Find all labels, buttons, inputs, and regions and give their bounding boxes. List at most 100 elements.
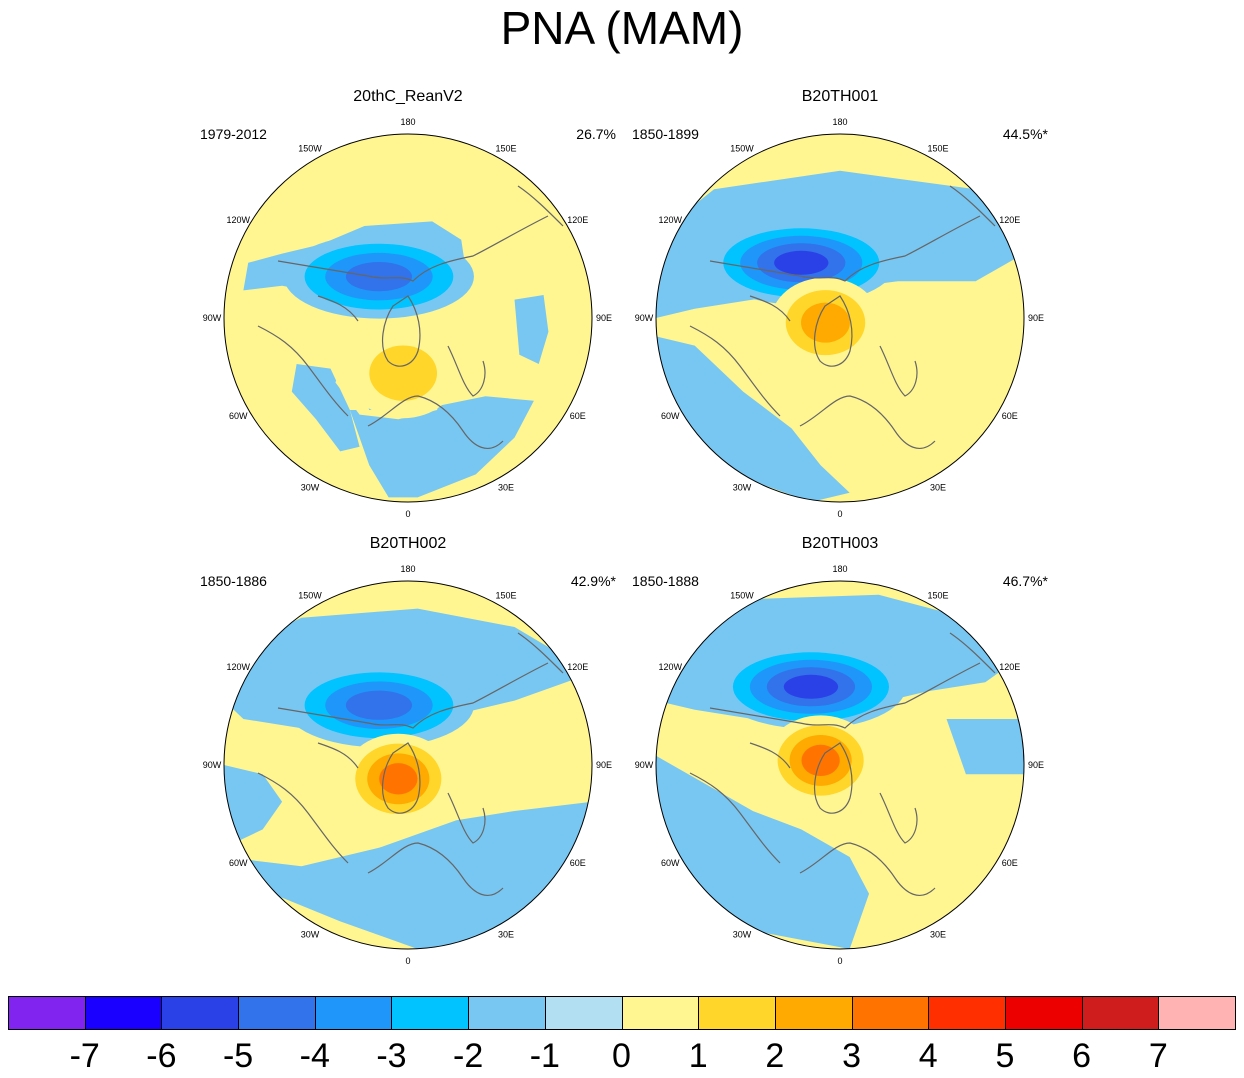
coastline	[277, 662, 549, 729]
contour-level	[379, 763, 418, 795]
panel-b20th003: B20TH003 1850-1888 46.7%* 180 150E 120E 90E…	[632, 535, 1048, 966]
panel-period: 1979-2012	[200, 126, 267, 142]
coastline	[949, 632, 996, 674]
polar-map: 180 150E 120E 90E 60E 30E 0 30W 60W 90W 120W 150W	[203, 117, 612, 519]
panel-variance: 26.7%	[576, 126, 616, 142]
contour-level	[801, 302, 850, 343]
map-border	[223, 133, 593, 503]
longitude-label: 60W	[229, 411, 248, 421]
main-title: PNA (MAM)	[500, 2, 744, 54]
coastline	[709, 662, 981, 729]
colorbar-tick-label: 4	[918, 1037, 938, 1075]
longitude-label: 120E	[999, 662, 1020, 672]
longitude-label: 150W	[298, 143, 322, 153]
colorbar-tick-label: 2	[765, 1037, 785, 1075]
colorbar-tick-label: 1	[688, 1037, 708, 1075]
longitude-label: 30E	[930, 483, 946, 493]
longitude-label: 120E	[567, 662, 588, 672]
polar-map: 180 150E 120E 90E 60E 30E 0 30W 60W 90W 120W 150W	[635, 564, 1044, 966]
polar-map: 180 150E 120E 90E 60E 30E 0 30W 60W 90W 120W 150W	[635, 117, 1044, 519]
colorbar	[8, 996, 1236, 1032]
longitude-label: 60E	[570, 411, 586, 421]
panel-title: 20thC_ReanV2	[353, 88, 463, 105]
panel-period: 1850-1888	[632, 573, 699, 589]
anomaly-region	[514, 295, 549, 364]
coastline	[257, 772, 349, 864]
longitude-label: 90W	[635, 313, 654, 323]
longitude-label: 60E	[570, 858, 586, 868]
coastline	[709, 215, 981, 282]
longitude-label: 60E	[1002, 858, 1018, 868]
contour-level	[783, 674, 839, 699]
longitude-label: 150E	[495, 143, 516, 153]
panel-b20th001: B20TH001 1850-1899 44.5%* 180 150E 120E 90E…	[632, 88, 1048, 519]
colorbar-box	[1081, 996, 1160, 1030]
longitude-label: 90E	[1028, 760, 1044, 770]
colorbar-box	[928, 996, 1006, 1030]
anomaly-region	[291, 364, 360, 452]
longitude-label: 150W	[730, 143, 754, 153]
colorbar-box	[161, 996, 240, 1030]
anomaly-region	[224, 765, 283, 848]
longitude-label: 120W	[227, 215, 251, 225]
anomaly-region	[946, 719, 1024, 775]
longitude-label: 0	[405, 509, 410, 519]
anomaly-region	[656, 336, 850, 502]
colorbar-box	[621, 996, 700, 1030]
colorbar-tick-label: -5	[222, 1037, 254, 1075]
panel-title: B20TH002	[369, 535, 447, 552]
coastline	[317, 295, 359, 322]
coastline	[689, 772, 781, 864]
colorbar-tick-label: -1	[529, 1037, 560, 1075]
coastline	[367, 842, 504, 896]
coastline	[381, 742, 421, 814]
coastline	[447, 792, 486, 844]
colorbar-box	[238, 996, 316, 1030]
coastline	[749, 742, 791, 769]
colorbar-box	[468, 996, 546, 1030]
longitude-label: 120W	[659, 215, 683, 225]
longitude-label: 150E	[927, 143, 948, 153]
coastline	[277, 215, 549, 282]
coastline	[813, 295, 853, 367]
colorbar-box	[851, 996, 930, 1030]
colorbar-tick-label: 5	[995, 1037, 1015, 1075]
longitude-label: 180	[832, 564, 847, 574]
longitude-label: 90E	[1028, 313, 1044, 323]
longitude-label: 90W	[203, 760, 222, 770]
panel-20thc-reanv2: 20thC_ReanV2 1979-2012 26.7% 180 150E 120E…	[200, 88, 616, 519]
colorbar-box	[1004, 996, 1083, 1030]
panel-period: 1850-1899	[632, 126, 699, 142]
longitude-label: 60W	[229, 858, 248, 868]
longitude-label: 90E	[596, 760, 612, 770]
coastline	[517, 632, 564, 674]
longitude-label: 180	[400, 564, 415, 574]
longitude-label: 180	[400, 117, 415, 127]
panel-variance: 44.5%*	[1002, 126, 1048, 142]
longitude-label: 120E	[567, 215, 588, 225]
coastline	[447, 345, 486, 397]
colorbar-box	[1158, 996, 1236, 1030]
longitude-label: 30E	[498, 930, 514, 940]
longitude-label: 120W	[659, 662, 683, 672]
coastline	[317, 742, 359, 769]
colorbar-box	[391, 996, 470, 1030]
longitude-label: 0	[837, 509, 842, 519]
colorbar-tick-label: -7	[69, 1037, 100, 1075]
longitude-label: 90W	[203, 313, 222, 323]
coastline	[799, 395, 936, 449]
coastline	[367, 395, 504, 449]
map-border	[655, 580, 1025, 950]
coastline	[689, 325, 781, 417]
colorbar-tick-label: -6	[146, 1037, 177, 1075]
longitude-label: 150W	[730, 590, 754, 600]
longitude-label: 180	[832, 117, 847, 127]
contour-level	[345, 690, 412, 720]
coastline	[749, 295, 791, 322]
colorbar-box	[8, 996, 86, 1030]
longitude-label: 30E	[930, 930, 946, 940]
contour-level	[345, 261, 412, 292]
longitude-label: 120W	[227, 662, 251, 672]
contour-level	[774, 250, 829, 275]
longitude-label: 120E	[999, 215, 1020, 225]
